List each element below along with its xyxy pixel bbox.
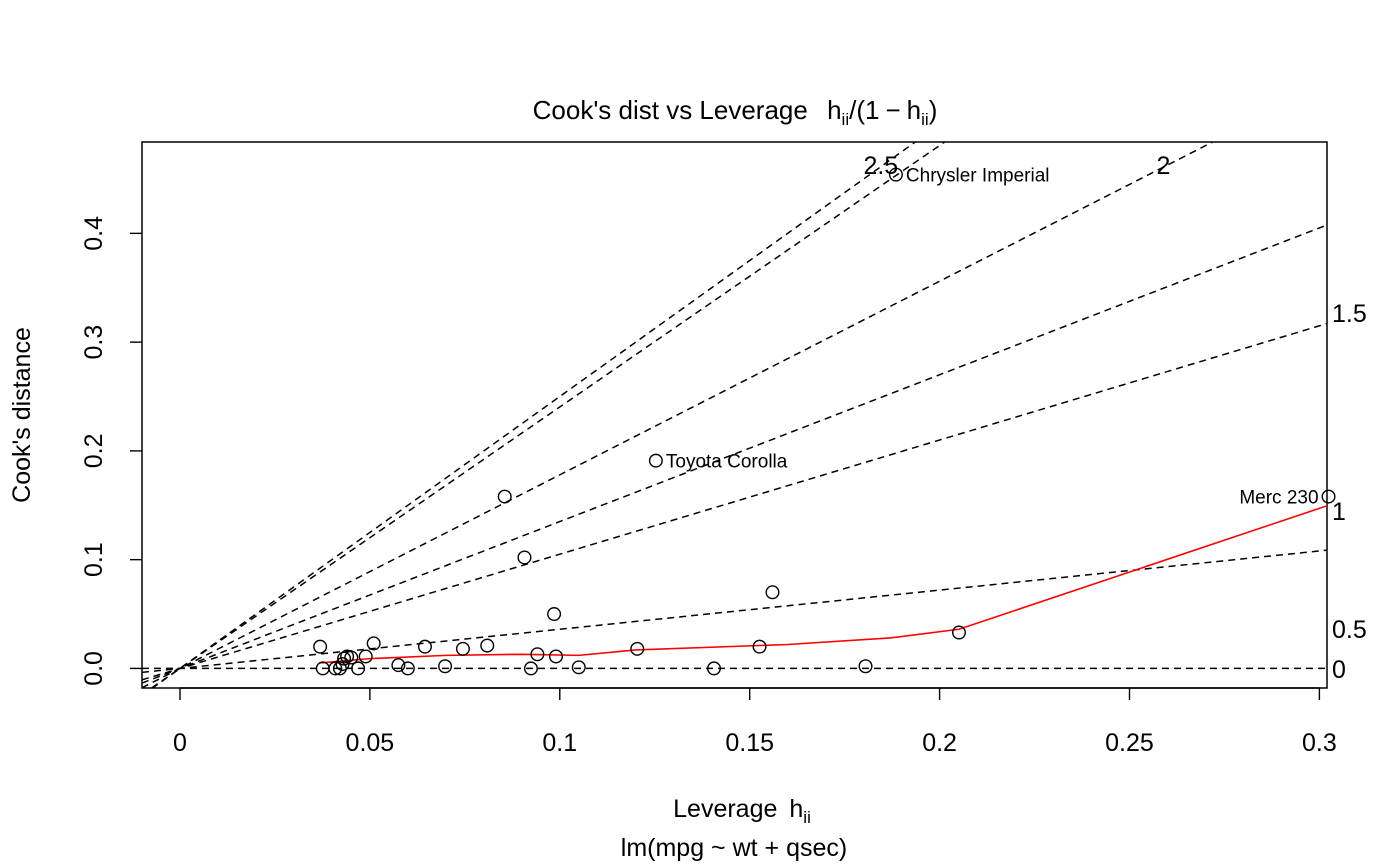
point-label: Toyota Corolla — [666, 452, 788, 473]
x-axis-title-text: Leverage — [673, 795, 777, 823]
y-tick-label: 0.1 — [80, 542, 108, 577]
data-point — [400, 661, 415, 676]
data-point — [630, 641, 645, 656]
contour-line — [142, 142, 1215, 688]
x-tick-label: 0.2 — [922, 729, 957, 757]
data-point — [858, 659, 873, 674]
contour-line — [142, 224, 1327, 684]
chart-title-prefix: Cook's dist vs Leverage — [533, 95, 808, 125]
y-tick-label: 0.0 — [80, 651, 108, 686]
y-tick-label: 0.3 — [80, 325, 108, 360]
chart-title-close: ) — [929, 95, 938, 125]
right-contour-label: 1 — [1332, 498, 1346, 526]
x-tick-label: 0.15 — [725, 729, 774, 757]
data-point — [438, 659, 453, 674]
x-tick-label: 0.1 — [542, 729, 577, 757]
right-contour-label: 0 — [1332, 656, 1346, 684]
data-point — [480, 638, 495, 653]
right-contour-label: 1.5 — [1332, 300, 1367, 328]
data-point — [358, 649, 373, 664]
data-point — [517, 550, 532, 565]
contour-label: 2 — [1157, 152, 1171, 180]
x-axis-title-h: h — [789, 795, 803, 823]
contour-line — [142, 322, 1327, 681]
data-point — [523, 661, 538, 676]
data-point — [391, 658, 406, 673]
y-tick-label: 0.4 — [80, 216, 108, 251]
x-tick-label: 0.25 — [1105, 729, 1154, 757]
chart-title-open: (1 — [856, 95, 879, 125]
data-point — [366, 636, 381, 651]
contour-label: 2.5 — [863, 152, 898, 180]
smoother-line — [320, 504, 1327, 664]
chart-title-h: h — [827, 95, 841, 125]
point-label: Chrysler Imperial — [906, 166, 1050, 187]
chart-title-slash: / — [849, 95, 857, 125]
x-tick-label: 0.3 — [1302, 729, 1337, 757]
chart-subtitle: lm(mpg ~ wt + qsec) — [621, 834, 847, 862]
y-axis: 0.0 0.1 0.2 0.3 0.4 — [80, 216, 142, 686]
data-points — [313, 167, 1336, 676]
data-point — [951, 625, 966, 640]
plot-frame — [141, 141, 1328, 689]
data-point — [337, 651, 352, 666]
chart-title-ii2: ii — [921, 110, 929, 129]
x-axis-title-ii: ii — [803, 808, 811, 827]
cook-contours — [142, 142, 1327, 688]
data-point — [344, 650, 359, 665]
x-tick-label: 0 — [173, 729, 187, 757]
data-point — [530, 647, 545, 662]
data-point — [328, 661, 343, 676]
x-axis-title: Leverage hii — [673, 795, 811, 827]
point-labels: Chrysler Imperial Toyota Corolla Merc 230 — [666, 166, 1319, 509]
y-tick-label: 0.2 — [80, 434, 108, 469]
data-point — [417, 639, 432, 654]
data-point — [455, 641, 470, 656]
chart-title-ii: ii — [842, 110, 850, 129]
data-point — [548, 649, 563, 664]
data-point — [547, 607, 562, 622]
data-point — [497, 489, 512, 504]
data-point — [1321, 489, 1336, 504]
contour-line — [142, 549, 1327, 674]
chart-title-minus: − — [885, 95, 900, 125]
data-point — [765, 585, 780, 600]
data-point — [648, 453, 663, 468]
data-point — [752, 639, 767, 654]
chart-title-h2: h — [907, 95, 921, 125]
x-axis: 0 0.05 0.1 0.15 0.2 0.25 0.3 — [173, 687, 1337, 757]
contour-line — [151, 142, 917, 688]
smoother-line-group — [320, 504, 1327, 664]
data-point — [313, 639, 328, 654]
data-point — [571, 660, 586, 675]
data-point — [351, 661, 366, 676]
point-label: Merc 230 — [1239, 488, 1318, 509]
y-axis-title: Cook's distance — [8, 327, 36, 503]
right-contour-labels: 2.5 2 1.5 1 0.5 0 — [863, 152, 1366, 684]
x-tick-label: 0.05 — [346, 729, 395, 757]
right-contour-label: 0.5 — [1332, 616, 1367, 644]
data-point — [888, 167, 903, 182]
chart-title: Cook's dist vs Leverage hii/(1− hii) — [533, 95, 938, 129]
data-point — [706, 661, 721, 676]
